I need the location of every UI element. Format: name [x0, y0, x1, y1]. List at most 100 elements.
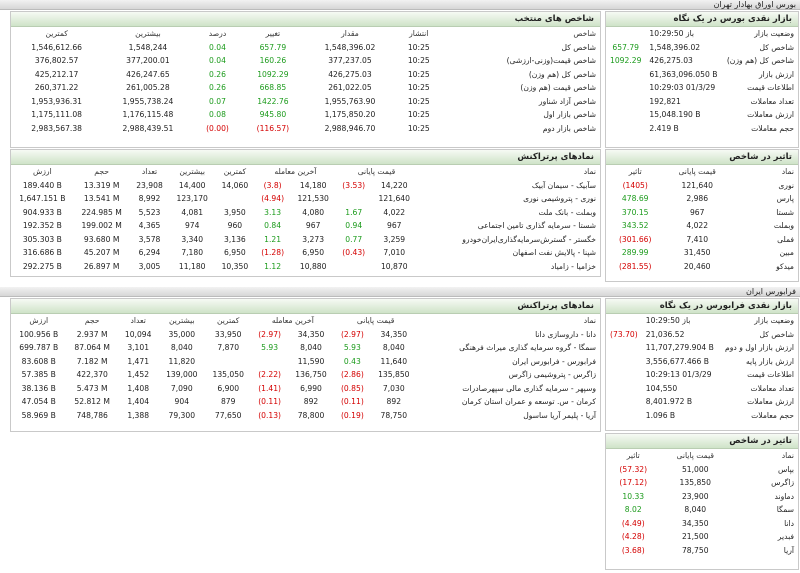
- cell: 10:25: [407, 96, 430, 106]
- cell: 260,371.22: [34, 83, 79, 93]
- cell: (17.12): [619, 478, 648, 488]
- cell: 35,000: [168, 329, 196, 339]
- cell: 879: [220, 397, 236, 407]
- cell: 0.94: [345, 221, 363, 231]
- cell: 135,850: [679, 478, 711, 488]
- cell: کرمان - س. توسعه و عمران استان کرمان: [461, 397, 596, 407]
- cell: 0.26: [209, 83, 226, 93]
- cell: 967: [387, 221, 402, 231]
- change: (73.70): [610, 329, 638, 339]
- column-header: کمترین: [45, 29, 68, 39]
- cell: 1422.76: [257, 96, 289, 106]
- cell: 7,090: [170, 383, 193, 393]
- overview-row: وضعیت بازار باز 10:29:50: [606, 314, 798, 328]
- cell: (116.57): [256, 123, 290, 133]
- cell: 376,802.57: [34, 56, 79, 66]
- cell: 14,220: [380, 180, 408, 190]
- spacer: [606, 314, 642, 328]
- cell: 79,300: [168, 410, 196, 420]
- cell: 3,340: [181, 234, 204, 244]
- label: ارزش بازار اول و دوم: [725, 343, 794, 353]
- column-header: ارزش: [33, 167, 52, 177]
- cell: وسپهر - سرمایه گذاری مالی سپهرصادرات: [462, 383, 596, 393]
- data-table: نماد قیمت پایانی آخرین معامله کمترین بیشترین…: [11, 165, 600, 273]
- cell: 3,578: [138, 234, 161, 244]
- cell: 3.13: [264, 207, 282, 217]
- overview-row: حجم معاملات 2.419 B: [606, 122, 798, 136]
- change: 1092.29: [610, 56, 642, 66]
- cell: 33,950: [214, 329, 242, 339]
- cell: 305.303 B: [22, 234, 62, 244]
- cell: آریا: [783, 545, 794, 555]
- cell: [336, 260, 372, 274]
- cell: شاخص قیمت(وزنی-ارزشی): [506, 56, 596, 66]
- cell: 121,640: [378, 194, 410, 204]
- overview-row: شاخص کل 21,036.52 (73.70): [606, 328, 798, 342]
- overview-row: ارزش بازار اول و دوم 11,707,279.904 B: [606, 341, 798, 355]
- cell: 3,273: [302, 234, 325, 244]
- cell: 426,275.03: [328, 69, 372, 79]
- value: 192,821: [649, 96, 681, 106]
- cell: (301.66): [618, 234, 652, 244]
- data-row: نوری - پتروشیمی نوری 121,640 121,530 (4.94)…: [11, 192, 600, 206]
- cell: 960: [227, 221, 243, 231]
- cell: سمگا - گروه سرمایه گذاری میراث فرهنگی: [459, 343, 596, 353]
- cell: 3,950: [224, 207, 246, 217]
- cell: 1,955,763.90: [324, 96, 376, 106]
- cell: زاگرس: [771, 478, 794, 488]
- cell: 224.985 M: [81, 207, 122, 217]
- cell: 892: [386, 397, 402, 407]
- cell: 78,750: [681, 545, 709, 555]
- cell: 370.15: [621, 207, 649, 217]
- spacer: [606, 68, 645, 82]
- cell: 10.33: [622, 491, 645, 501]
- cell: (0.43): [342, 248, 366, 258]
- cell: 478.69: [621, 194, 649, 204]
- column-header: نماد: [583, 167, 596, 177]
- spacer: [606, 95, 645, 109]
- spacer: [606, 341, 642, 355]
- cell: 5,523: [138, 207, 161, 217]
- overview-row: اطلاعات قیمت 10:29:03 01/3/29: [606, 81, 798, 95]
- cell: 0.08: [209, 110, 226, 120]
- label: حجم معاملات: [751, 123, 794, 133]
- value: 10:29:03 01/3/29: [649, 83, 716, 93]
- cell: 8,040: [684, 505, 707, 515]
- data-row: وبملت - بانک ملت 4,022 1.67 4,080 3.13 3,950 4…: [11, 206, 600, 220]
- data-row: وسپهر - سرمایه گذاری مالی سپهرصادرات 7,03…: [11, 382, 600, 396]
- cell: 7,010: [383, 248, 406, 258]
- data-row: شستا - سرمایه گذاری تامین اجتماعی 967 0.94…: [11, 219, 600, 233]
- cell: (2.97): [340, 329, 364, 339]
- label: وضعیت بازار: [754, 29, 794, 39]
- cell: سمگا: [776, 505, 794, 515]
- overview-table: وضعیت بازار باز 10:29:50 شاخص کل 1,548,396.…: [606, 27, 798, 135]
- cell: 1,452: [127, 370, 150, 380]
- cell: (0.11): [258, 397, 282, 407]
- cell: 6,900: [217, 383, 240, 393]
- cell: 13.319 M: [83, 180, 120, 190]
- cell: 1,404: [127, 397, 150, 407]
- value: 21,036.52: [645, 329, 685, 339]
- cell: 8,040: [170, 343, 193, 353]
- panel: بازار نقدی فرابورس در یک نگاه وضعیت بازار…: [605, 298, 799, 431]
- cell: 1,548,244: [128, 42, 168, 52]
- cell: 967: [305, 221, 321, 231]
- cell: (3.8): [263, 180, 282, 190]
- cell: شستا: [776, 207, 794, 217]
- label: اطلاعات قیمت: [747, 83, 794, 93]
- header-row: نماد قیمت پایانی آخرین معامله کمترین بیشترین…: [11, 165, 600, 179]
- cell: (0.13): [258, 410, 282, 420]
- cell: 377,237.05: [328, 56, 372, 66]
- column-header: آخرین معامله: [271, 316, 314, 326]
- data-row: سمگا - گروه سرمایه گذاری میراث فرهنگی 8,0…: [11, 341, 600, 355]
- cell: 160.26: [259, 56, 287, 66]
- cell: دانا - داروسازی دانا: [535, 329, 596, 339]
- cell: 14,400: [178, 180, 206, 190]
- column-header: انتشار: [409, 29, 429, 39]
- cell: فبدیر: [777, 532, 794, 542]
- panel-title: تاثیر در شاخص: [606, 150, 798, 165]
- cell: 199.002 M: [81, 221, 122, 231]
- cell: خگستر - گسترش‌سرمایه‌گذاری‌ایران‌خودرو: [462, 234, 596, 244]
- panel: شاخص های منتخب شاخص انتشار مقدار تغییر درصد بی…: [10, 11, 601, 148]
